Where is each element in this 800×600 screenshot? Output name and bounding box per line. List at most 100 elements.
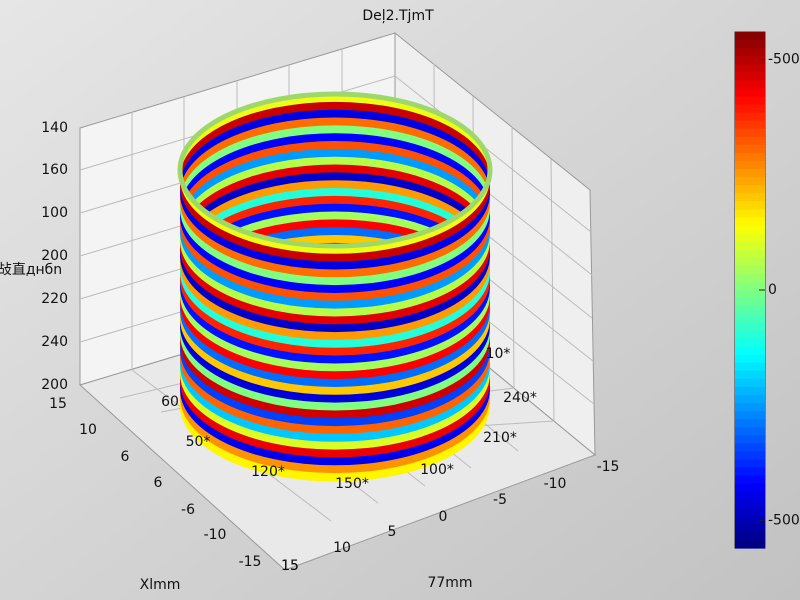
z-tick-label: 220: [41, 291, 68, 307]
colorbar-cell: [735, 491, 765, 501]
colorbar-cell: [735, 507, 765, 517]
x-tick-label: -6: [181, 502, 195, 518]
colorbar-cell: [735, 499, 765, 509]
colorbar-cell: [735, 48, 765, 57]
y-tick-label: 0: [439, 509, 448, 525]
y-tick-label: 5: [388, 524, 397, 540]
z-axis-label: 敁直днбn: [0, 261, 62, 278]
colorbar-cell: [735, 40, 765, 49]
colorbar-cell: [735, 515, 765, 525]
x-tick-label: 15: [49, 396, 67, 412]
y-axis-label: 77mm: [427, 575, 472, 591]
colorbar-cell: [735, 144, 765, 154]
colorbar-cell: [735, 451, 765, 460]
colorbar-tick-label: -500: [768, 52, 800, 68]
colorbar-cell: [735, 443, 765, 452]
inner-tick-label: 60: [161, 394, 179, 410]
y-tick-label: 15: [281, 558, 299, 574]
colorbar-cell: [735, 322, 765, 331]
colorbar-cell: [735, 32, 765, 41]
colorbar-cell: [735, 56, 765, 65]
colorbar-cell: [735, 193, 765, 202]
y-tick-label: 10: [333, 540, 351, 556]
colorbar-cell: [735, 314, 765, 323]
colorbar-cell: [735, 475, 765, 485]
colorbar-cell: [735, 249, 765, 259]
colorbar-cell: [735, 112, 765, 122]
colorbar-tick-label: 0: [768, 282, 777, 298]
colorbar-cell: [735, 378, 765, 388]
colorbar-cell: [735, 354, 765, 364]
inner-tick-label: 50*: [186, 434, 211, 450]
x-tick-label: -10: [204, 527, 227, 543]
inner-tick-label: 210*: [483, 430, 517, 446]
colorbar-cell: [735, 161, 765, 170]
colorbar-cell: [735, 104, 765, 114]
z-tick-label: 240: [41, 334, 68, 350]
y-tick-label: -15: [597, 459, 620, 475]
y-tick-label: -5: [493, 492, 507, 508]
x-tick-label: 6: [154, 475, 163, 491]
colorbar-cell: [735, 435, 765, 444]
colorbar-cell: [735, 185, 765, 194]
inner-tick-label: 150*: [335, 476, 369, 492]
rim: [177, 91, 493, 249]
colorbar-cell: [735, 394, 765, 404]
colorbar-cell: [735, 217, 765, 227]
colorbar-cell: [735, 64, 765, 73]
x-tick-label: 6: [121, 449, 130, 465]
colorbar-cell: [735, 370, 765, 380]
colorbar-tick-label: -500: [768, 512, 800, 528]
colorbar-cell: [735, 273, 765, 283]
z-tick-label: 160: [41, 162, 68, 178]
x-tick-label: -15: [239, 554, 262, 570]
colorbar-cell: [735, 459, 765, 468]
colorbar-cell: [735, 427, 765, 436]
colorbar-cell: [735, 152, 765, 162]
x-axis-label: Xlmm: [140, 577, 181, 593]
colorbar-cell: [735, 402, 765, 412]
inner-tick-label: 10*: [486, 346, 511, 362]
colorbar-cell: [735, 531, 765, 541]
colorbar-cell: [735, 539, 765, 549]
colorbar-cell: [735, 330, 765, 339]
colorbar-cell: [735, 72, 765, 81]
colorbar-cell: [735, 306, 765, 315]
chart-title: Deļ2.TjmT: [362, 8, 434, 24]
inner-tick-label: 100*: [420, 462, 454, 478]
colorbar-cell: [735, 128, 765, 138]
x-tick-label: 15: [281, 558, 299, 574]
z-tick-label: 200: [41, 248, 68, 264]
cylinder: [177, 91, 493, 482]
colorbar-cell: [735, 281, 765, 291]
colorbar-cell: [735, 257, 765, 267]
colorbar-cell: [735, 177, 765, 186]
colorbar-cell: [735, 346, 765, 356]
colorbar-cell: [735, 80, 765, 90]
z-tick-label: 140: [41, 120, 68, 136]
colorbar-cell: [735, 201, 765, 210]
colorbar-cell: [735, 386, 765, 396]
colorbar-cell: [735, 225, 765, 235]
colorbar-cell: [735, 298, 765, 307]
colorbar-cell: [735, 169, 765, 178]
colorbar-cell: [735, 483, 765, 493]
colorbar-cell: [735, 120, 765, 130]
colorbar-cell: [735, 290, 765, 299]
x-tick-label: 10: [79, 422, 97, 438]
colorbar-cell: [735, 241, 765, 251]
colorbar-cell: [735, 338, 765, 348]
colorbar-cell: [735, 410, 765, 420]
colorbar-cell: [735, 96, 765, 106]
colorbar-cell: [735, 136, 765, 146]
colorbar-cell: [735, 265, 765, 275]
colorbar-cell: [735, 419, 765, 428]
z-tick-label: 100: [41, 205, 68, 221]
inner-tick-label: 120*: [251, 464, 285, 480]
inner-tick-label: 240*: [503, 390, 537, 406]
y-tick-label: -10: [544, 476, 567, 492]
colorbar-cell: [735, 88, 765, 98]
colorbar-cell: [735, 523, 765, 533]
colorbar-cell: [735, 233, 765, 243]
